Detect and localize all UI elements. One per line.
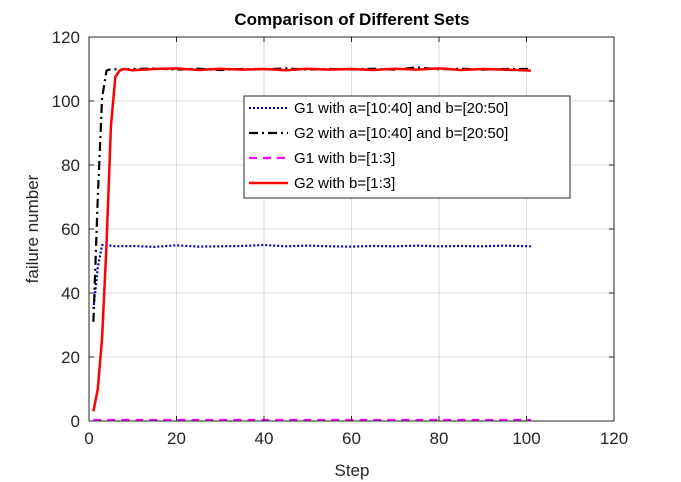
grid (88, 36, 615, 422)
y-axis-label: failure number (23, 174, 42, 283)
legend: G1 with a=[10:40] and b=[20:50] G2 with a… (243, 95, 571, 199)
y-tick-label: 40 (61, 284, 80, 303)
y-tick-label: 20 (61, 348, 80, 367)
x-tick-label: 100 (512, 429, 540, 448)
chart-title: Comparison of Different Sets (234, 10, 469, 29)
y-tick-label: 120 (52, 28, 80, 47)
x-axis-label: Step (335, 461, 370, 480)
x-tick-label: 60 (342, 429, 361, 448)
series-line-1 (92, 243, 531, 310)
x-tick-label: 80 (430, 429, 449, 448)
legend-label-4: G2 with b=[1:3] (294, 175, 395, 192)
legend-box (243, 95, 571, 199)
legend-label-3: G1 with b=[1:3] (294, 150, 395, 167)
plot-series (92, 66, 531, 422)
x-tick-label: 20 (167, 429, 186, 448)
x-tick-label: 120 (600, 429, 628, 448)
x-tick-label: 40 (255, 429, 274, 448)
y-tick-label: 80 (61, 156, 80, 175)
axis-ticks: 0 20 40 60 80 100 120 0 20 40 60 80 100 120 (52, 28, 629, 448)
legend-label-2: G2 with a=[10:40] and b=[20:50] (294, 125, 508, 142)
legend-label-1: G1 with a=[10:40] and b=[20:50] (294, 100, 508, 117)
y-tick-label: 60 (61, 220, 80, 239)
y-tick-label: 0 (71, 412, 80, 431)
series-line-4 (92, 67, 531, 412)
x-tick-label: 0 (84, 429, 93, 448)
y-tick-label: 100 (52, 92, 80, 111)
